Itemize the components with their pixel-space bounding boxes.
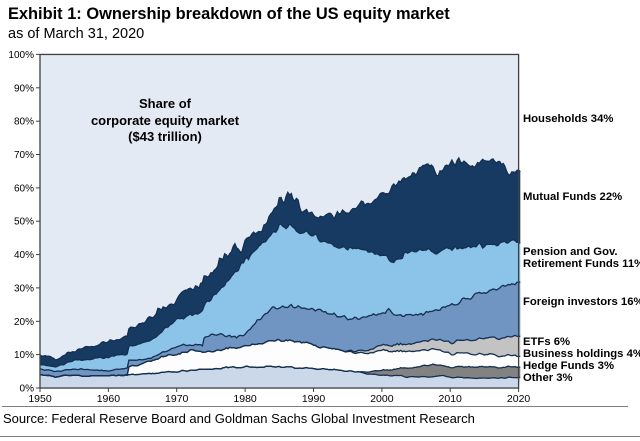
svg-text:2020: 2020 bbox=[507, 393, 531, 405]
svg-text:1970: 1970 bbox=[165, 393, 189, 405]
svg-text:Business holdings 4%: Business holdings 4% bbox=[523, 348, 640, 360]
svg-text:Other 3%: Other 3% bbox=[523, 372, 573, 384]
svg-text:1950: 1950 bbox=[28, 393, 52, 405]
svg-text:ETFs 6%: ETFs 6% bbox=[523, 336, 570, 348]
svg-text:20%: 20% bbox=[14, 317, 34, 328]
svg-text:Share of: Share of bbox=[139, 96, 192, 111]
svg-text:Pension and Gov.: Pension and Gov. bbox=[523, 246, 618, 258]
svg-text:60%: 60% bbox=[14, 183, 34, 194]
svg-text:100%: 100% bbox=[8, 50, 34, 61]
svg-text:Mutual Funds 22%: Mutual Funds 22% bbox=[523, 191, 622, 203]
svg-text:2000: 2000 bbox=[370, 393, 394, 405]
svg-text:($43 trillion): ($43 trillion) bbox=[128, 129, 202, 144]
svg-text:1960: 1960 bbox=[97, 393, 121, 405]
svg-text:70%: 70% bbox=[14, 150, 34, 161]
svg-text:corporate equity market: corporate equity market bbox=[91, 113, 240, 128]
svg-text:1980: 1980 bbox=[233, 393, 257, 405]
svg-text:90%: 90% bbox=[14, 83, 34, 94]
svg-text:1990: 1990 bbox=[302, 393, 326, 405]
svg-text:40%: 40% bbox=[14, 250, 34, 261]
svg-text:Hedge Funds 3%: Hedge Funds 3% bbox=[523, 360, 614, 372]
svg-text:Foreign investors 16%: Foreign investors 16% bbox=[523, 296, 640, 308]
svg-text:50%: 50% bbox=[14, 217, 34, 228]
svg-text:10%: 10% bbox=[14, 350, 34, 361]
svg-text:30%: 30% bbox=[14, 283, 34, 294]
svg-text:2010: 2010 bbox=[439, 393, 463, 405]
svg-text:Households 34%: Households 34% bbox=[523, 113, 613, 125]
svg-text:Retirement Funds 11%: Retirement Funds 11% bbox=[523, 258, 640, 270]
svg-text:80%: 80% bbox=[14, 117, 34, 128]
svg-text:0%: 0% bbox=[20, 384, 35, 395]
